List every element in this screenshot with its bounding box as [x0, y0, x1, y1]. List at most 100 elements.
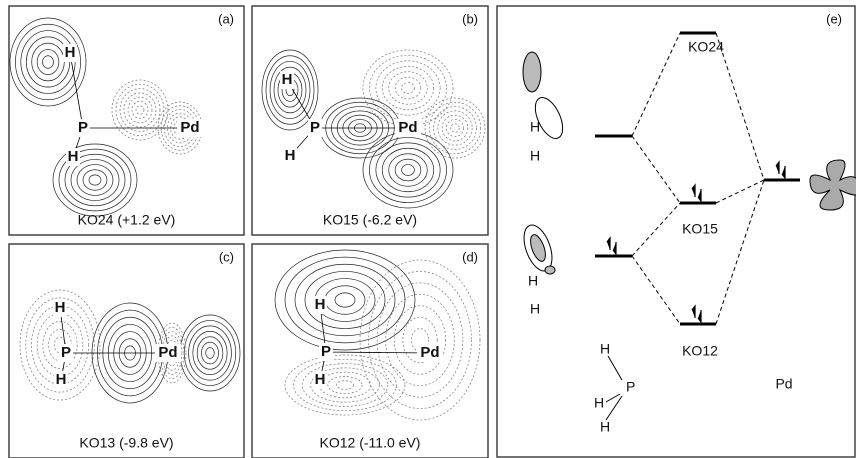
- contour: [382, 66, 433, 109]
- level-label: KO12: [682, 343, 718, 359]
- contour: [53, 144, 137, 216]
- contour: [363, 50, 453, 126]
- atom-label: P: [78, 119, 88, 136]
- contour: [136, 106, 144, 115]
- contour: [369, 137, 446, 202]
- contour: [386, 294, 455, 385]
- contour: [402, 83, 415, 94]
- contour: [132, 101, 148, 118]
- contour: [328, 376, 362, 393]
- level-label: KO24: [688, 39, 724, 55]
- contour: [363, 132, 453, 208]
- atom-label: H: [315, 371, 326, 388]
- contour: [438, 111, 472, 145]
- contour: [295, 264, 395, 335]
- contour: [429, 102, 480, 153]
- atom-label: P: [626, 379, 635, 395]
- atom-label: H: [530, 119, 540, 135]
- contour: [377, 283, 463, 397]
- atom-label: H: [68, 148, 79, 165]
- atom-label: Pd: [398, 119, 417, 136]
- atom-label: H: [55, 299, 66, 316]
- contour: [402, 165, 415, 176]
- contours: [10, 18, 202, 216]
- bonds: [287, 80, 408, 156]
- contour: [382, 148, 433, 191]
- contour: [335, 293, 355, 307]
- panel-frame: [252, 6, 488, 235]
- contour: [201, 342, 218, 364]
- panel-tag: (e): [826, 11, 842, 26]
- atom-label: H: [528, 273, 538, 289]
- atom-label: H: [530, 148, 540, 164]
- atom-label: H: [530, 301, 540, 317]
- contour: [336, 381, 353, 390]
- bonds: [606, 356, 622, 420]
- contour: [128, 97, 152, 123]
- contour: [193, 331, 227, 374]
- panel-frame: [9, 6, 244, 235]
- panel-tag: (a): [218, 11, 234, 26]
- contour: [120, 89, 160, 132]
- panel-tag: (d): [462, 249, 478, 264]
- contour: [369, 271, 472, 408]
- panel: (c)KO13 (-9.8 eV)HPHPd: [9, 244, 244, 458]
- contour: [389, 72, 428, 105]
- contour: [376, 61, 440, 115]
- contour: [389, 154, 428, 187]
- atom-label: H: [315, 296, 326, 313]
- panel: (a)KO24 (+1.2 eV)HPHPd: [9, 6, 244, 235]
- contour: [77, 165, 113, 196]
- contour: [451, 124, 460, 133]
- contour: [197, 337, 223, 370]
- atom-label: H: [56, 371, 67, 388]
- contour: [37, 49, 59, 74]
- contour: [325, 286, 365, 315]
- atom-label: P: [310, 119, 320, 136]
- atom-label: H: [282, 71, 293, 88]
- bonds: [70, 53, 190, 157]
- contour: [395, 77, 421, 99]
- contours: [275, 250, 480, 420]
- contour: [83, 170, 107, 191]
- contour: [89, 175, 101, 185]
- atom-label: Pd: [180, 119, 199, 136]
- contour: [446, 119, 463, 136]
- atom-label: P: [61, 344, 71, 361]
- contour: [180, 315, 240, 391]
- figure: (a)KO24 (+1.2 eV)HPHPd(b)KO15 (-6.2 eV)H…: [0, 0, 856, 458]
- contour: [124, 93, 156, 127]
- atom-label: Pd: [158, 344, 177, 361]
- contour: [189, 326, 232, 380]
- panel-frame: [9, 244, 244, 458]
- panel-tag: (c): [219, 249, 234, 264]
- metal-label: Pd: [775, 376, 792, 392]
- panel-tag: (b): [462, 11, 478, 26]
- contours: [262, 50, 485, 208]
- level-label: KO15: [682, 221, 718, 237]
- bonds: [60, 308, 168, 380]
- contour: [369, 55, 446, 120]
- contour: [206, 348, 215, 359]
- contour: [32, 43, 65, 81]
- contour: [184, 320, 235, 385]
- contour: [425, 98, 485, 158]
- panel-caption: KO12 (-11.0 eV): [320, 435, 421, 451]
- atom-label: P: [321, 343, 331, 360]
- atom-label: Pd: [420, 344, 439, 361]
- atom-label: H: [65, 44, 76, 61]
- atom-label: H: [600, 341, 610, 357]
- contour: [112, 80, 168, 140]
- atom-label: H: [594, 395, 604, 411]
- contour: [43, 56, 54, 69]
- contour: [285, 355, 405, 415]
- atom-label: H: [600, 419, 610, 435]
- electron-arrows: [607, 162, 785, 322]
- contour: [395, 159, 421, 181]
- contour: [285, 257, 405, 343]
- atom-label: H: [285, 147, 296, 164]
- panel-caption: KO24 (+1.2 eV): [78, 212, 176, 228]
- contour: [394, 306, 445, 375]
